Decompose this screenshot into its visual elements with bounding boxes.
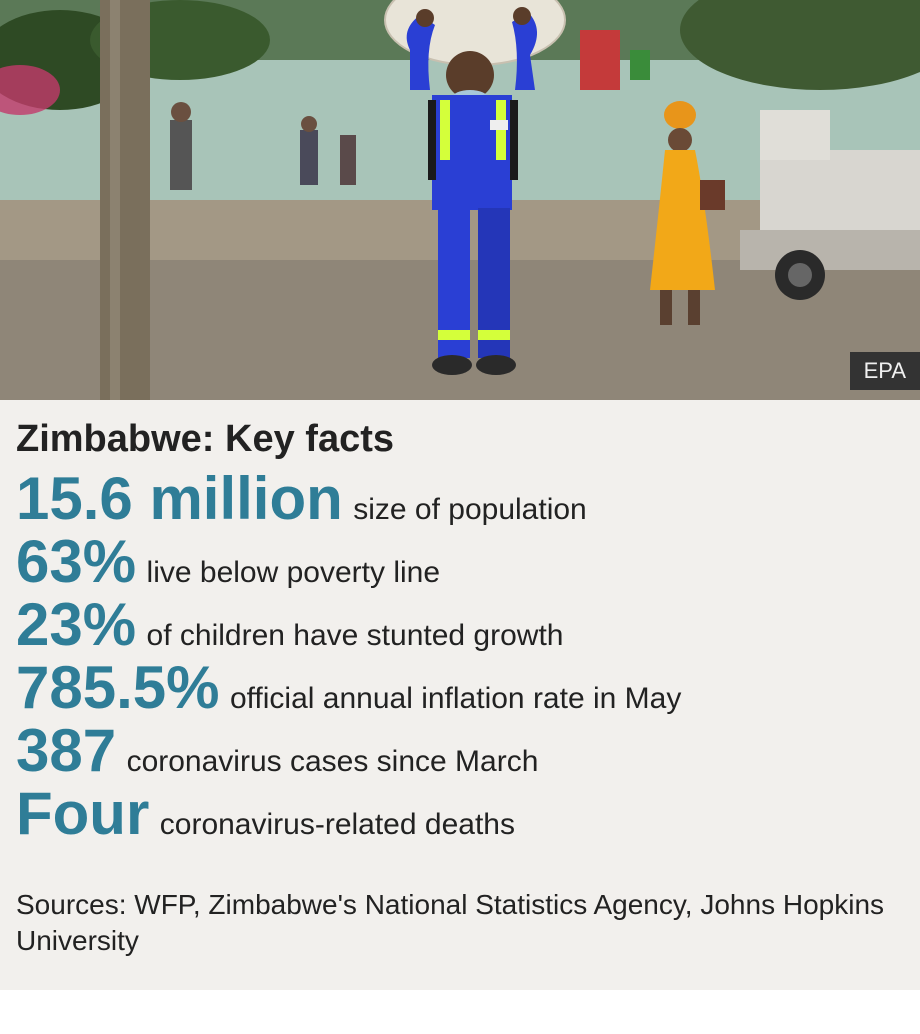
fact-label: live below poverty line xyxy=(147,556,440,589)
image-credit-text: EPA xyxy=(864,358,906,383)
fact-value: 23% xyxy=(16,591,136,658)
fact-row: 785.5% official annual inflation rate in… xyxy=(16,656,904,719)
page-title: Zimbabwe: Key facts xyxy=(16,418,904,461)
fact-value: 785.5% xyxy=(16,654,220,721)
fact-row: 23% of children have stunted growth xyxy=(16,593,904,656)
fact-value: 63% xyxy=(16,528,136,595)
fact-row: 15.6 million size of population xyxy=(16,467,904,530)
fact-value: 387 xyxy=(16,717,116,784)
fact-label: coronavirus cases since March xyxy=(127,745,539,778)
fact-row: 387 coronavirus cases since March xyxy=(16,719,904,782)
image-credit-badge: EPA xyxy=(850,352,920,390)
sources-text: Sources: WFP, Zimbabwe's National Statis… xyxy=(16,887,904,960)
fact-label: coronavirus-related deaths xyxy=(160,808,515,841)
fact-label: size of population xyxy=(353,493,587,526)
fact-label: of children have stunted growth xyxy=(147,619,564,652)
fact-value: Four xyxy=(16,780,149,847)
fact-row: Four coronavirus-related deaths xyxy=(16,782,904,845)
hero-illustration xyxy=(0,0,920,400)
fact-label: official annual inflation rate in May xyxy=(230,682,681,715)
hero-image: EPA xyxy=(0,0,920,400)
fact-row: 63% live below poverty line xyxy=(16,530,904,593)
fact-value: 15.6 million xyxy=(16,465,343,532)
content-panel: Zimbabwe: Key facts 15.6 million size of… xyxy=(0,400,920,990)
